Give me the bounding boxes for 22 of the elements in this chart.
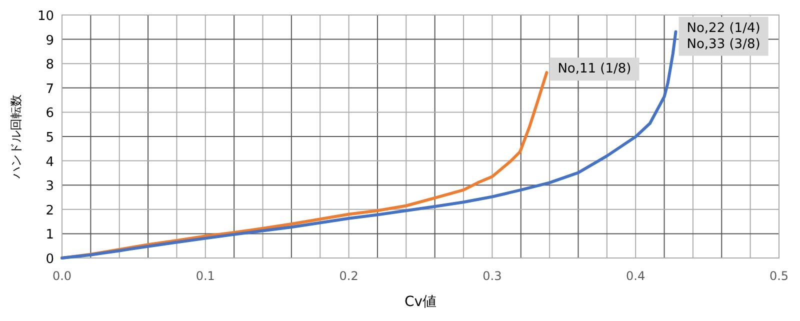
y-tick-label: 7 [46, 82, 54, 97]
x-tick-label: 0.0 [52, 269, 72, 283]
x-tick-label: 0.2 [339, 269, 358, 283]
y-tick-label: 5 [46, 130, 54, 146]
x-tick-label: 0.3 [482, 269, 502, 283]
y-axis-title: ハンドル回転数 [9, 94, 23, 180]
y-tick-label: 10 [37, 9, 54, 24]
y-tick-label: 9 [46, 33, 54, 48]
y-tick-label: 4 [46, 154, 54, 170]
y-tick-label: 6 [46, 106, 54, 122]
x-tick-label: 0.4 [626, 269, 646, 283]
series-label: No,22 (1/4) No,33 (3/8) [686, 20, 760, 52]
line-series [60, 30, 678, 260]
y-tick-label: 1 [46, 228, 54, 243]
x-tick-label: 0.1 [196, 269, 215, 283]
series-label: No,11 (1/8) [558, 62, 632, 77]
y-tick-label: 2 [46, 203, 54, 218]
y-tick-label: 0 [46, 252, 54, 267]
x-axis-title: Cv値 [404, 294, 437, 310]
y-tick-label: 3 [46, 179, 54, 194]
x-tick-label: 0.5 [769, 269, 789, 283]
y-tick-label: 8 [46, 58, 54, 73]
